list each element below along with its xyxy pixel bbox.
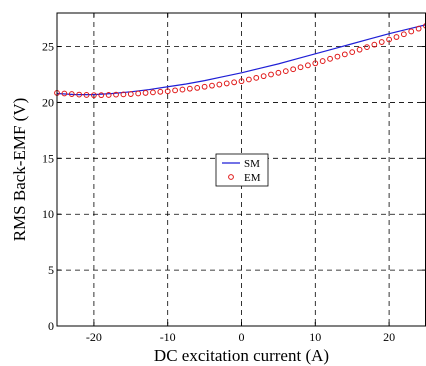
y-tick-label: 15	[42, 151, 54, 165]
y-tick-label: 25	[42, 40, 54, 54]
series-point-em	[341, 51, 348, 58]
series-point-em	[275, 69, 282, 76]
series-point-em	[113, 91, 119, 98]
series-point-em	[386, 36, 393, 43]
legend-box	[215, 153, 269, 187]
legend: SM EM	[215, 153, 269, 187]
series-point-em	[98, 92, 105, 99]
series-point-em	[327, 55, 333, 62]
y-tick-label: 5	[48, 263, 54, 277]
series-point-em	[150, 89, 156, 96]
x-tick-label: -10	[160, 330, 176, 344]
series-point-em	[120, 91, 127, 98]
series-line-sm	[56, 24, 426, 96]
legend-swatch-em	[228, 174, 234, 180]
x-tick-label: 10	[309, 330, 321, 344]
series-point-em	[349, 49, 356, 56]
y-axis-label: RMS Back-EMF (V)	[10, 98, 29, 242]
series-point-em	[231, 79, 238, 86]
series-point-em	[356, 46, 363, 53]
series-point-em	[371, 41, 378, 48]
series-point-em	[201, 83, 208, 90]
series-point-em	[260, 73, 267, 80]
series-point-em	[415, 25, 422, 32]
series-point-em	[319, 58, 326, 64]
x-tick-label: 20	[383, 330, 395, 344]
series-point-em	[400, 31, 407, 38]
series-point-em	[216, 81, 223, 88]
series-point-em	[282, 68, 289, 75]
plot-area	[54, 22, 426, 99]
legend-label-sm: SM	[244, 158, 260, 170]
series-point-em	[135, 90, 142, 97]
series-point-em	[83, 92, 90, 98]
series-point-em	[408, 28, 415, 35]
series-point-em	[223, 80, 230, 87]
series-point-em	[91, 92, 97, 99]
series-point-em	[393, 34, 400, 40]
series-point-em	[142, 90, 149, 96]
x-axis-label: DC excitation current (A)	[154, 346, 329, 365]
series-point-em	[194, 85, 201, 91]
series-point-em	[61, 90, 68, 97]
series-point-em	[364, 44, 370, 50]
series-point-em	[290, 66, 297, 73]
series-point-em	[186, 85, 193, 92]
series-point-em	[127, 91, 134, 97]
series-point-em	[157, 88, 164, 95]
series-point-em	[423, 22, 426, 29]
ticks: -20 -10 0 10 20 0 5 10 15 20 25	[42, 13, 426, 344]
series-point-em	[164, 88, 171, 95]
series-point-em	[378, 39, 385, 45]
series-point-em	[312, 60, 319, 67]
series-point-em	[238, 78, 245, 85]
y-tick-label: 10	[42, 207, 54, 221]
series-point-em	[105, 92, 112, 98]
series-point-em	[245, 76, 252, 83]
series-point-em	[334, 53, 341, 60]
series-point-em	[179, 86, 186, 93]
y-tick-label: 20	[42, 95, 54, 109]
x-tick-label: 0	[239, 330, 245, 344]
series-point-em	[68, 91, 75, 97]
series-point-em	[172, 87, 178, 94]
series-point-em	[305, 62, 311, 69]
legend-label-em: EM	[244, 172, 261, 184]
series-point-em	[268, 71, 274, 78]
series-point-em	[76, 91, 83, 98]
series-point-em	[297, 64, 304, 71]
series-point-em	[253, 74, 260, 81]
y-tick-label: 0	[48, 319, 54, 333]
series-point-em	[209, 82, 215, 89]
x-tick-label: -20	[86, 330, 102, 344]
